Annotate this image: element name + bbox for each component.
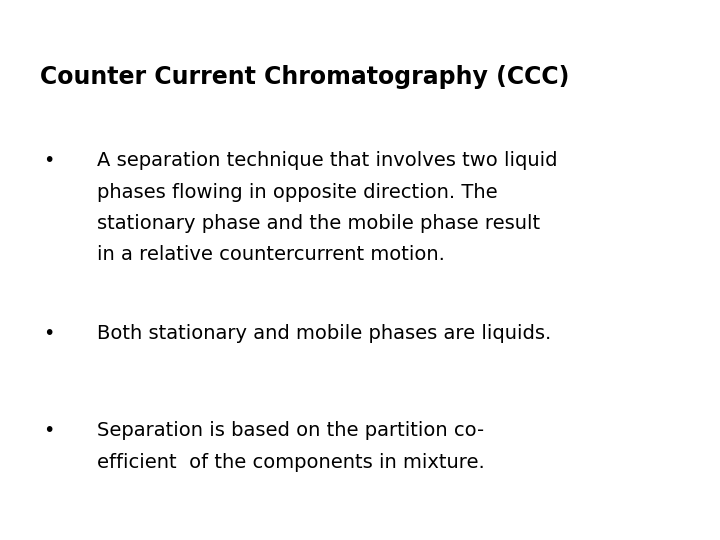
Text: phases flowing in opposite direction. The: phases flowing in opposite direction. Th…	[97, 183, 498, 201]
Text: A separation technique that involves two liquid: A separation technique that involves two…	[97, 151, 558, 170]
Text: stationary phase and the mobile phase result: stationary phase and the mobile phase re…	[97, 214, 540, 233]
Text: Counter Current Chromatography (CCC): Counter Current Chromatography (CCC)	[40, 65, 569, 89]
Text: Separation is based on the partition co-: Separation is based on the partition co-	[97, 421, 485, 440]
Text: •: •	[43, 324, 55, 343]
Text: •: •	[43, 421, 55, 440]
Text: efficient  of the components in mixture.: efficient of the components in mixture.	[97, 453, 485, 471]
Text: in a relative countercurrent motion.: in a relative countercurrent motion.	[97, 245, 445, 264]
Text: •: •	[43, 151, 55, 170]
Text: Both stationary and mobile phases are liquids.: Both stationary and mobile phases are li…	[97, 324, 552, 343]
